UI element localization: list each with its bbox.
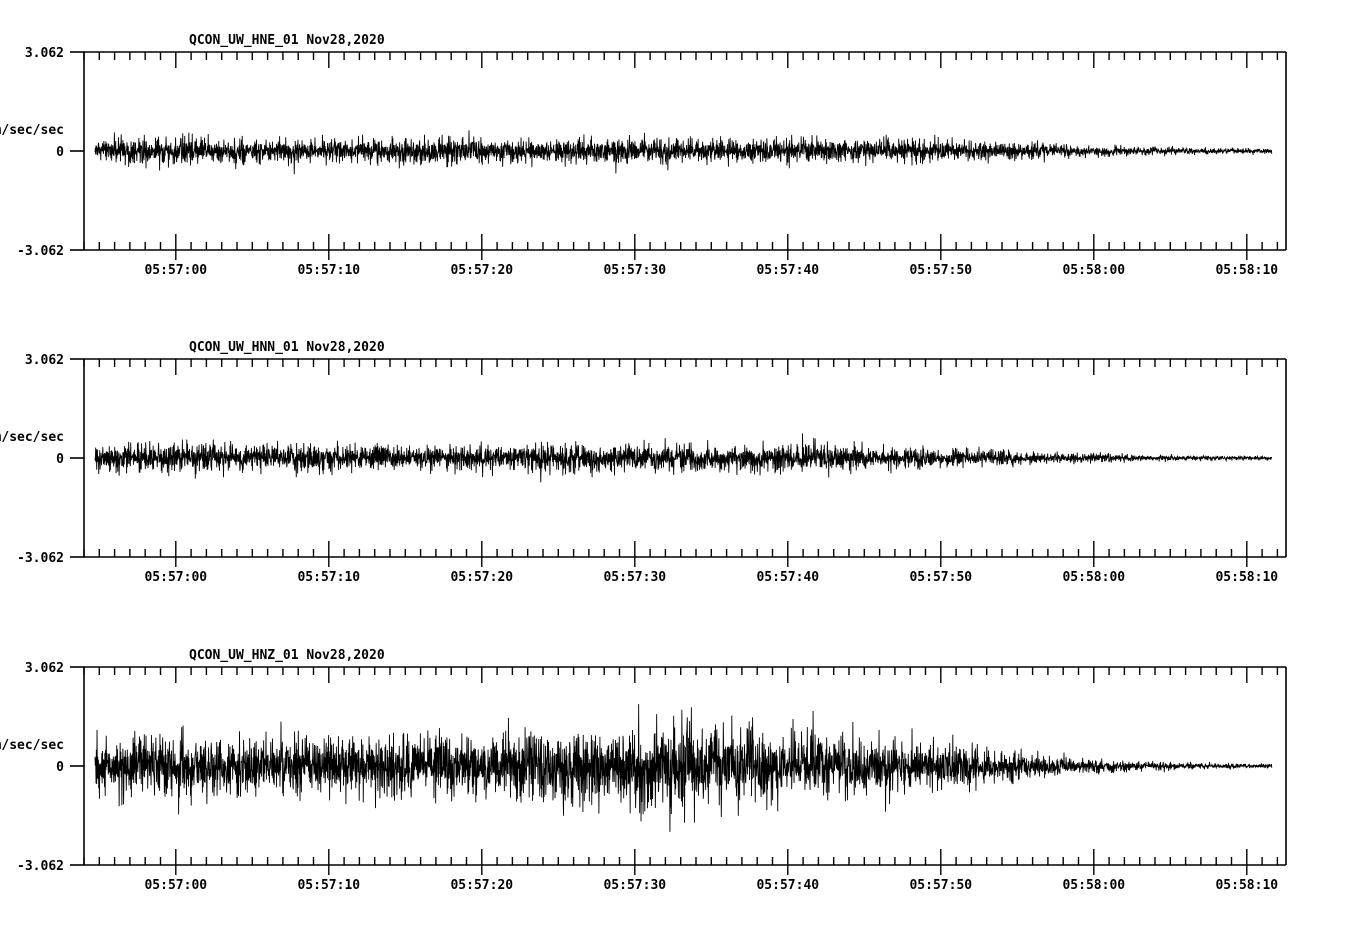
panel-hnz-canvas[interactable]: 05:57:00 05:57:10 05:57:20 05:57:30 05:57:40…: [0, 615, 1358, 925]
x-axis-tick-label: 05:57:40: [756, 263, 819, 278]
x-axis-tick-label: 05:57:00: [144, 570, 207, 585]
x-axis-tick-label: 05:58:00: [1062, 878, 1125, 893]
x-axis-tick-label: 05:57:30: [603, 570, 666, 585]
x-axis-tick-label: 05:57:40: [756, 878, 819, 893]
x-axis-tick-label: 05:57:50: [909, 570, 972, 585]
panel-title: QCON_UW_HNZ_01 Nov28,2020: [189, 648, 385, 663]
panel-hne: 05:57:00 05:57:10 05:57:20 05:57:30 05:57:40…: [0, 0, 1358, 310]
y-axis-zero-label: 0: [56, 145, 64, 160]
x-axis-tick-label: 05:57:20: [450, 570, 513, 585]
y-axis-max-label: 3.062: [25, 46, 64, 61]
panel-title: QCON_UW_HNE_01 Nov28,2020: [189, 33, 385, 48]
x-axis-tick-label: 05:57:30: [603, 263, 666, 278]
x-axis-tick-label: 05:57:20: [450, 878, 513, 893]
x-axis-tick-label: 05:57:10: [297, 570, 360, 585]
y-axis-unit-label: cm/sec/sec: [0, 738, 64, 753]
panel-hne-canvas[interactable]: 05:57:00 05:57:10 05:57:20 05:57:30 05:57:40…: [0, 0, 1358, 310]
panel-hnz: 05:57:00 05:57:10 05:57:20 05:57:30 05:57:40…: [0, 615, 1358, 925]
waveform-trace[interactable]: [94, 433, 1273, 483]
x-axis-tick-label: 05:57:50: [909, 878, 972, 893]
x-axis-tick-label: 05:57:30: [603, 878, 666, 893]
waveform-trace[interactable]: [94, 704, 1273, 832]
y-axis-max-label: 3.062: [25, 661, 64, 676]
y-axis-zero-label: 0: [56, 452, 64, 467]
x-axis-tick-label: 05:57:10: [297, 878, 360, 893]
x-axis-tick-label: 05:58:00: [1062, 570, 1125, 585]
x-axis-tick-label: 05:58:10: [1215, 263, 1278, 278]
waveform-trace[interactable]: [94, 130, 1273, 175]
y-axis-max-label: 3.062: [25, 353, 64, 368]
x-axis-tick-label: 05:57:00: [144, 878, 207, 893]
x-axis-tick-label: 05:57:40: [756, 570, 819, 585]
y-axis-min-label: -3.062: [17, 859, 64, 874]
y-axis-min-label: -3.062: [17, 551, 64, 566]
y-axis-min-label: -3.062: [17, 244, 64, 259]
x-axis-tick-label: 05:58:10: [1215, 570, 1278, 585]
x-axis-tick-label: 05:57:10: [297, 263, 360, 278]
panel-hnn: 05:57:00 05:57:10 05:57:20 05:57:30 05:57:40…: [0, 307, 1358, 617]
x-axis-tick-label: 05:57:00: [144, 263, 207, 278]
y-axis-zero-label: 0: [56, 760, 64, 775]
x-axis-tick-label: 05:58:10: [1215, 878, 1278, 893]
y-axis-unit-label: cm/sec/sec: [0, 123, 64, 138]
x-axis-tick-label: 05:57:20: [450, 263, 513, 278]
x-axis-tick-label: 05:58:00: [1062, 263, 1125, 278]
x-axis-tick-label: 05:57:50: [909, 263, 972, 278]
panel-hnn-canvas[interactable]: 05:57:00 05:57:10 05:57:20 05:57:30 05:57:40…: [0, 307, 1358, 617]
y-axis-unit-label: cm/sec/sec: [0, 430, 64, 445]
panel-title: QCON_UW_HNN_01 Nov28,2020: [189, 340, 385, 355]
